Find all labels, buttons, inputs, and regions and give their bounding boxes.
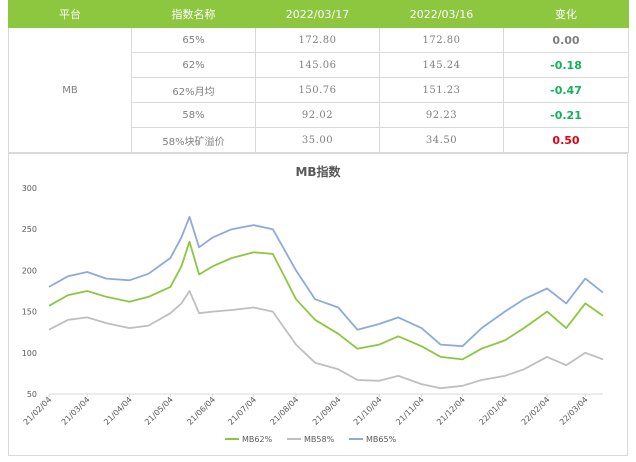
index-name-cell: 58% [131,102,256,128]
x-tick-label: 21/07/04 [226,395,258,427]
value-cell-date-2: 172.80 [379,27,504,53]
legend-label: MB58% [304,435,335,444]
series-line-mb65pct [48,215,604,348]
legend-label: MB65% [366,435,397,444]
chart-panel: MB指数 50 100 150 200 250 300 21/02/04 21/03/04 21… [8,153,628,456]
x-tick-label: 21/10/04 [352,395,384,427]
table-row: 58%块矿溢价 35.00 34.50 0.50 [9,127,629,153]
x-tick-label: 22/02/04 [520,395,552,427]
y-tick-label: 200 [22,266,37,275]
table-row: MB 65% 172.80 172.80 0.00 [8,27,629,153]
x-tick-label: 21/03/04 [60,395,92,427]
x-tick-label: 21/09/04 [311,395,343,427]
value-cell-date-1: 92.02 [255,102,380,128]
y-tick-label: 150 [22,308,37,317]
x-tick-label: 22/03/04 [558,395,590,427]
value-cell-date-1: 35.00 [255,127,380,153]
header-platform: 平台 [8,0,132,28]
value-cell-date-2: 145.24 [379,52,504,78]
x-tick-label: 21/04/04 [102,395,134,427]
value-cell-date-2: 151.23 [379,77,504,103]
line-chart: 50 100 150 200 250 300 21/02/04 21/03/04 21/04/0… [22,184,604,444]
index-name-cell: 58%块矿溢价 [131,127,256,153]
y-tick-label: 250 [22,225,37,234]
x-tick-label: 21/12/04 [435,395,467,427]
index-name-cell: 62%月均 [131,77,256,103]
value-cell-date-1: 145.06 [255,52,380,78]
change-cell: -0.18 [503,52,629,78]
platform-cell: MB [8,27,132,153]
series-line-mb62pct [48,240,604,361]
value-cell-date-1: 172.80 [255,27,380,53]
price-table: 平台 指数名称 2022/03/17 2022/03/16 变化 MB 65% … [8,0,629,153]
table-row: 62%月均 150.76 151.23 -0.47 [9,77,629,103]
header-date-1: 2022/03/17 [255,0,380,28]
header-index-name: 指数名称 [131,0,256,28]
x-tick-label: 21/11/04 [394,395,426,427]
index-name-cell: 65% [131,27,256,53]
y-tick-label: 100 [22,349,37,358]
y-tick-label: 300 [22,184,37,193]
series-line-mb58pct [48,290,604,390]
value-cell-date-1: 150.76 [255,77,380,103]
index-name-cell: 62% [131,52,256,78]
y-tick-label: 50 [27,390,37,399]
x-tick-label: 21/06/04 [185,395,217,427]
change-cell: 0.50 [503,127,629,153]
change-cell: 0.00 [503,27,629,53]
x-tick-label: 22/01/04 [477,395,509,427]
table-header-row: 平台 指数名称 2022/03/17 2022/03/16 变化 [8,0,629,28]
x-tick-label: 21/08/04 [269,395,301,427]
x-tick-label: 21/05/04 [143,395,175,427]
change-cell: -0.21 [503,102,629,128]
x-tick-label: 21/02/04 [22,395,54,427]
header-date-2: 2022/03/16 [379,0,504,28]
header-change: 变化 [503,0,629,28]
value-cell-date-2: 34.50 [379,127,504,153]
chart-title: MB指数 [295,165,341,179]
change-cell: -0.47 [503,77,629,103]
value-cell-date-2: 92.23 [379,102,504,128]
legend-label: MB62% [242,435,273,444]
